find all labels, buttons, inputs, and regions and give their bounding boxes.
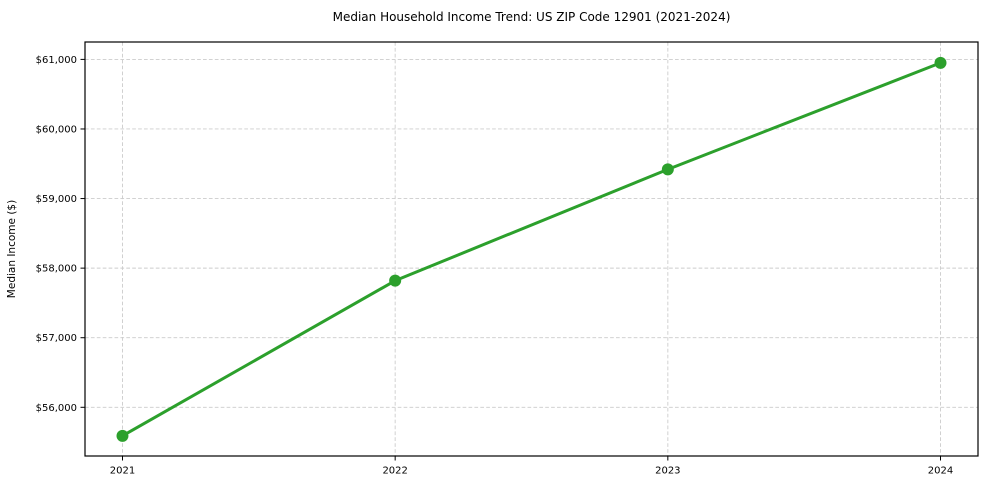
axis-tick-marks xyxy=(80,58,941,461)
y-tick-label: $60,000 xyxy=(36,124,77,135)
income-trend-series xyxy=(116,56,947,442)
x-tick-label: 2023 xyxy=(655,466,680,477)
y-tick-label: $61,000 xyxy=(36,55,77,66)
data-point-marker xyxy=(389,274,402,287)
y-tick-label: $57,000 xyxy=(36,333,77,344)
chart-title: Median Household Income Trend: US ZIP Co… xyxy=(333,10,731,24)
x-tick-label: 2024 xyxy=(928,466,953,477)
y-axis-label: Median Income ($) xyxy=(6,200,18,298)
y-tick-label: $56,000 xyxy=(36,403,77,414)
axis-tick-labels: $56,000 $57,000 $58,000 $59,000 $60,000 $61,0… xyxy=(36,55,954,477)
data-point-marker xyxy=(116,429,129,442)
gridlines xyxy=(85,42,978,456)
x-tick-label: 2022 xyxy=(382,466,407,477)
data-point-marker xyxy=(934,56,947,69)
plot-border xyxy=(84,41,979,457)
y-tick-label: $59,000 xyxy=(36,194,77,205)
y-tick-label: $58,000 xyxy=(36,264,77,275)
trend-line xyxy=(121,61,942,438)
x-tick-label: 2021 xyxy=(110,466,135,477)
data-point-marker xyxy=(661,163,674,176)
